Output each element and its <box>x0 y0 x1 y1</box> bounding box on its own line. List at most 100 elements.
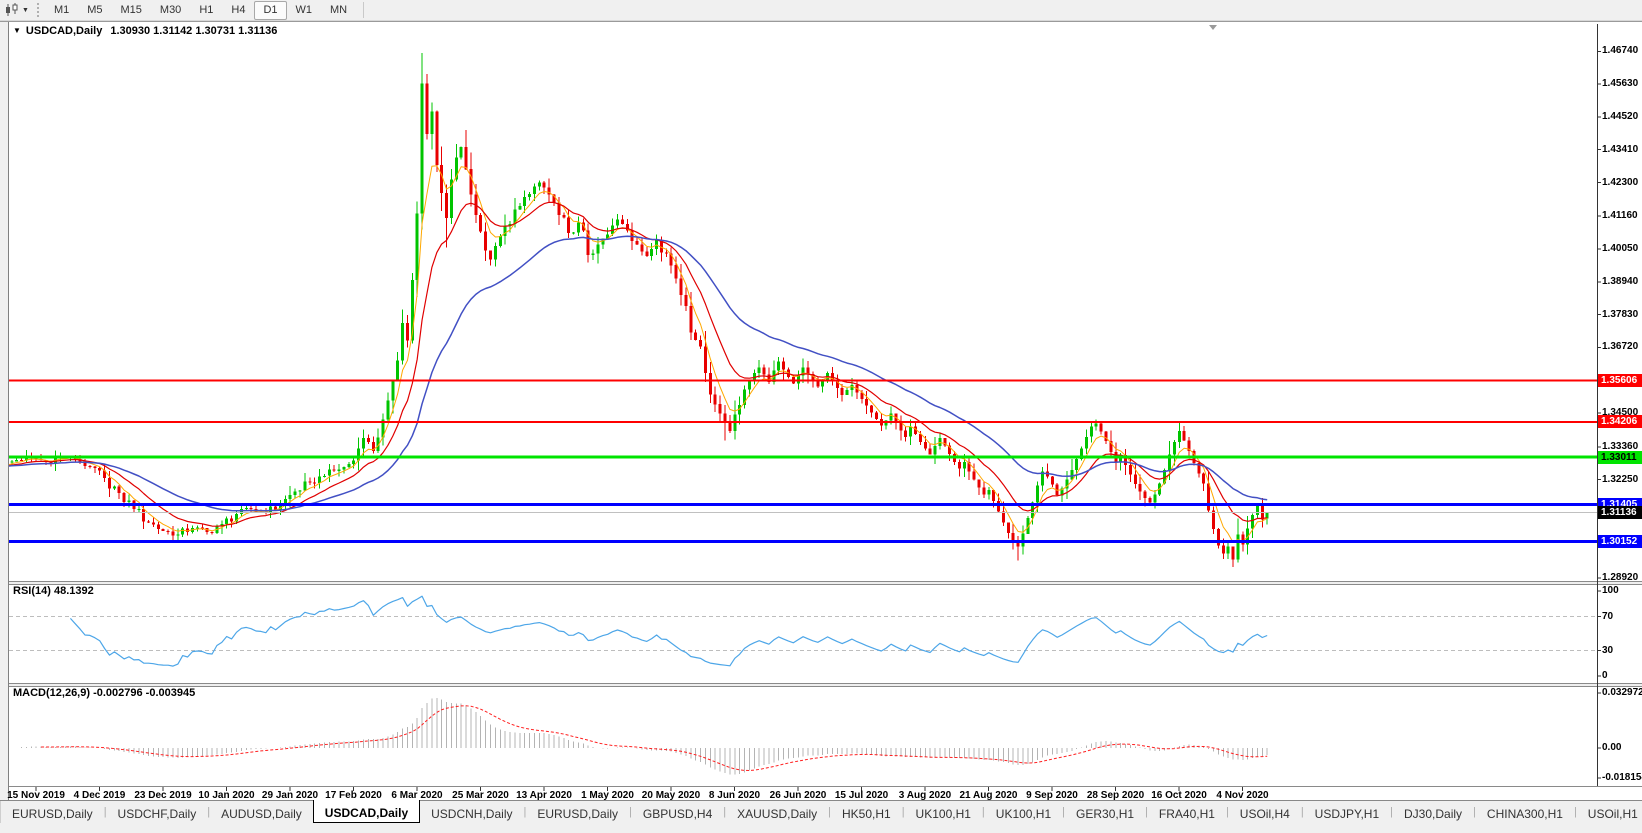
tab-separator: | <box>981 806 985 818</box>
rsi-axis-label: 0 <box>1602 670 1608 681</box>
tab-separator: | <box>1300 806 1304 818</box>
chart-tab-china300-h1[interactable]: CHINA300,H1 <box>1486 806 1563 821</box>
candlestick-series <box>10 53 1269 567</box>
price-level-badge: 1.35606 <box>1598 373 1642 387</box>
tab-separator: | <box>828 806 831 818</box>
price-axis-label: 1.42300 <box>1602 176 1639 188</box>
date-axis-label: 4 Dec 2019 <box>73 790 126 801</box>
timeframe-button-w1[interactable]: W1 <box>295 4 313 16</box>
chart-tab-usoil-h4[interactable]: USOil,H4 <box>1239 806 1290 821</box>
date-axis-label: 28 Sep 2020 <box>1086 790 1145 801</box>
macd-signal-line <box>41 705 1268 772</box>
price-axis-label: 1.45630 <box>1602 78 1639 90</box>
support-resistance-lines[interactable] <box>8 379 1597 544</box>
tab-separator: | <box>1573 806 1577 818</box>
price-axis-label: 1.38940 <box>1602 275 1639 287</box>
macd-axis-label: -0.018154 <box>1602 772 1642 783</box>
date-axis-label: 3 Aug 2020 <box>898 790 952 801</box>
price-axis-label: 1.46740 <box>1602 45 1639 57</box>
chart-tab-usdcnh-daily[interactable]: USDCNH,Daily <box>431 806 513 821</box>
chart-tab-uk100-h1[interactable]: UK100,H1 <box>995 806 1052 821</box>
price-axis-label: 1.40050 <box>1602 243 1639 255</box>
tab-separator: | <box>1062 806 1066 818</box>
price-axis-label: 1.37830 <box>1602 308 1639 320</box>
chart-ohlc-values: 1.30930 1.31142 1.30731 1.31136 <box>110 25 278 37</box>
toolbar-grip[interactable] <box>36 3 39 17</box>
date-axis-label: 21 Aug 2020 <box>959 790 1018 801</box>
date-axis-label: 23 Dec 2019 <box>134 790 192 801</box>
candlestick-chart-icon[interactable] <box>3 2 21 18</box>
price-axis-label: 1.36720 <box>1602 341 1639 353</box>
chart-tab-audusd-daily[interactable]: AUDUSD,Daily <box>221 806 302 821</box>
date-axis-label: 15 Jul 2020 <box>834 790 889 801</box>
rsi-level-lines <box>9 616 1597 651</box>
date-axis-label: 1 May 2020 <box>581 790 634 801</box>
tab-separator: | <box>1390 806 1394 818</box>
toolbar-separator <box>363 2 365 18</box>
date-axis-label: 25 Mar 2020 <box>452 790 509 801</box>
timeframe-button-d1[interactable]: D1 <box>254 0 287 20</box>
tab-separator: | <box>103 806 107 818</box>
chart-collapse-caret-icon[interactable]: ▼ <box>13 26 21 35</box>
macd-indicator-label: MACD(12,26,9) -0.002796 -0.003945 <box>13 687 196 699</box>
price-axis-label: 1.32250 <box>1602 473 1639 485</box>
timeframe-button-h1[interactable]: H1 <box>199 4 214 16</box>
timeframe-button-m30[interactable]: M30 <box>159 4 182 16</box>
date-axis-label: 29 Jan 2020 <box>261 790 319 801</box>
macd-axis-label: 0.00 <box>1602 741 1622 753</box>
rsi-indicator-label: RSI(14) 48.1392 <box>13 585 94 597</box>
tab-separator: | <box>629 806 632 818</box>
timeframe-button-m15[interactable]: M15 <box>120 4 142 16</box>
chart-title: ▼ USDCAD,Daily 1.30930 1.31142 1.30731 1.3… <box>13 25 277 37</box>
timeframe-button-h4[interactable]: H4 <box>231 4 246 16</box>
date-axis-label: 9 Sep 2020 <box>1026 790 1078 801</box>
timeframe-button-m1[interactable]: M1 <box>53 4 70 16</box>
panel-divider[interactable] <box>8 581 1642 585</box>
tab-separator: | <box>901 806 905 818</box>
chart-tab-eurusd-daily[interactable]: EURUSD,Daily <box>537 806 619 821</box>
tab-separator: | <box>1225 806 1229 818</box>
rsi-line <box>69 595 1268 667</box>
chart-tab-hk50-h1[interactable]: HK50,H1 <box>841 806 891 821</box>
tab-separator: | <box>1145 806 1148 818</box>
chart-tab-xauusd-daily[interactable]: XAUUSD,Daily <box>737 806 818 821</box>
chart-tab-bar: EURUSD,Daily | USDCHF,Daily | AUDUSD,Daily US… <box>0 800 1642 823</box>
chart-shift-marker-icon[interactable] <box>1209 25 1217 30</box>
date-axis-label: 6 Mar 2020 <box>391 790 443 801</box>
price-level-badge: 1.31136 <box>1598 506 1642 520</box>
toolbar: ▼ M1 M5 M15 M30 H1 H4 D1 W1 MN <box>0 0 1642 21</box>
rsi-axis-label: 70 <box>1602 610 1614 622</box>
chart-symbol-period: USDCAD,Daily <box>25 25 103 37</box>
panel-divider[interactable] <box>8 683 1642 687</box>
date-axis-label: 15 Nov 2019 <box>7 790 65 801</box>
timeframe-button-mn[interactable]: MN <box>330 4 348 16</box>
timeframe-button-m5[interactable]: M5 <box>87 4 103 16</box>
chart-tab-uk100-h1[interactable]: UK100,H1 <box>915 806 971 821</box>
macd-histogram <box>21 698 1268 775</box>
price-level-badge: 1.33011 <box>1598 450 1642 464</box>
chart-tab-dj30-daily[interactable]: DJ30,Daily <box>1404 806 1463 821</box>
price-axis-label: 1.44520 <box>1602 110 1639 122</box>
chart-tab-eurusd-daily[interactable]: EURUSD,Daily <box>12 806 93 821</box>
date-axis-label: 26 Jun 2020 <box>769 790 827 801</box>
chart-tab-usdcad-daily[interactable]: USDCAD,Daily <box>312 800 421 823</box>
chart-type-dropdown-caret[interactable]: ▼ <box>22 6 29 14</box>
tab-bar-grip[interactable] <box>0 801 1 823</box>
tab-separator: | <box>207 806 211 818</box>
chart-tab-gbpusd-h4[interactable]: GBPUSD,H4 <box>642 806 713 821</box>
chart-tab-fra40-h1[interactable]: FRA40,H1 <box>1158 806 1215 821</box>
price-axis-label: 1.43410 <box>1602 143 1639 155</box>
chart-tab-ger30-h1[interactable]: GER30,H1 <box>1076 806 1135 821</box>
chart-tab-usdchf-daily[interactable]: USDCHF,Daily <box>117 806 197 821</box>
rsi-axis-label: 100 <box>1602 585 1619 596</box>
rsi-axis-label: 30 <box>1602 644 1614 656</box>
tab-separator: | <box>523 806 527 818</box>
chart-tab-usdjpy-h1[interactable]: USDJPY,H1 <box>1314 806 1380 821</box>
price-level-badge: 1.34206 <box>1598 415 1642 429</box>
date-axis-label: 10 Jan 2020 <box>198 790 255 801</box>
date-axis-label: 20 May 2020 <box>641 790 701 801</box>
price-level-badge: 1.30152 <box>1598 535 1642 549</box>
chart-tab-usoil-h1[interactable]: USOil,H1 <box>1587 806 1638 821</box>
